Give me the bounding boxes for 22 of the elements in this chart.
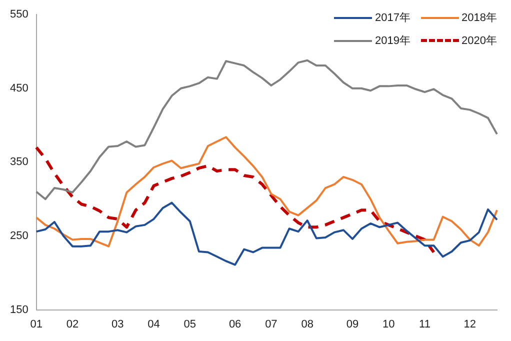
line-series xyxy=(34,146,436,254)
x-tick-label: 05 xyxy=(184,318,196,330)
y-tick-label: 450 xyxy=(10,82,28,94)
y-tick-label: 150 xyxy=(10,304,28,316)
x-tick-label: 02 xyxy=(66,318,79,330)
x-tick-label: 01 xyxy=(30,318,42,330)
x-tick-label: 03 xyxy=(112,318,124,330)
y-tick-label: 250 xyxy=(10,230,28,242)
y-tick-label: 550 xyxy=(10,8,28,21)
x-tick-label: 10 xyxy=(382,318,395,330)
legend-label: 2018年 xyxy=(462,11,497,25)
x-tick-label: 11 xyxy=(419,318,430,330)
x-tick-label: 08 xyxy=(301,318,314,330)
y-tick-label: 350 xyxy=(10,156,28,168)
x-tick-label: 04 xyxy=(148,318,160,330)
x-tick-label: 06 xyxy=(228,318,242,330)
x-tick-label: 07 xyxy=(265,318,278,330)
x-tick-label: 09 xyxy=(346,318,359,330)
legend-label: 2019年 xyxy=(375,34,411,48)
legend-label: 2020年 xyxy=(462,34,497,48)
legend-label: 2017年 xyxy=(375,11,411,25)
x-tick-label: 12 xyxy=(464,318,476,330)
